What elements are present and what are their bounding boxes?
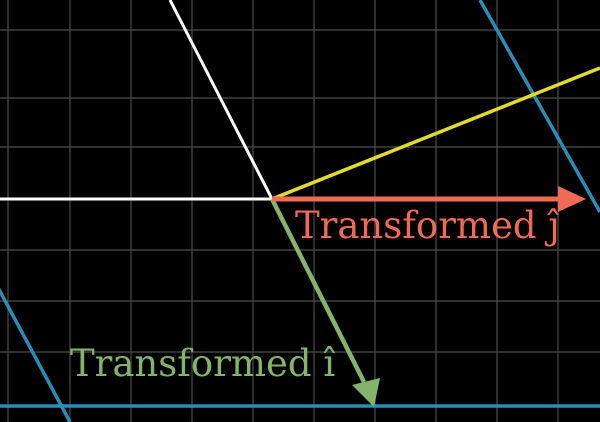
transformed-j-label: Transformed ĵ xyxy=(295,204,560,247)
diagonal-white-line xyxy=(168,0,274,200)
blue-line-left xyxy=(0,287,72,422)
vector-arrow-icon xyxy=(352,378,380,407)
transformed-i-label: Transformed î xyxy=(70,342,335,385)
blue-line-right xyxy=(478,0,600,213)
vector-arrow-icon xyxy=(558,186,586,212)
transformed-i-shaft xyxy=(269,197,367,384)
yellow-line xyxy=(271,66,600,201)
transformed-j-vector xyxy=(272,186,586,212)
transformed-i-vector xyxy=(269,197,380,407)
